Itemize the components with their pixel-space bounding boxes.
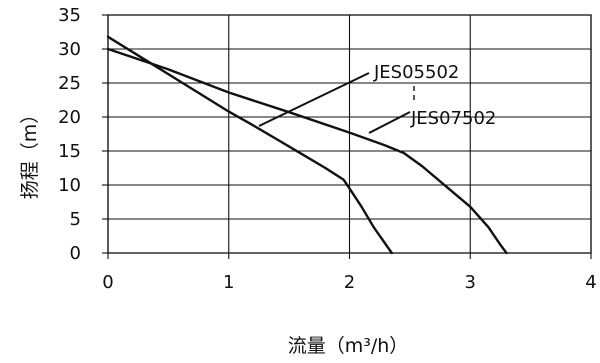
y-tick-label-1: 5 (70, 209, 81, 230)
callout-line-jes05502 (258, 72, 370, 127)
y-tick-label-0: 0 (70, 243, 81, 264)
x-axis-title: 流量（m³/h） (288, 335, 409, 357)
callout-line-jes07502 (368, 111, 411, 134)
x-tick-label-1: 1 (223, 272, 234, 293)
series-lines (106, 35, 508, 255)
y-tick-label-4: 20 (58, 107, 81, 128)
series-line-1 (106, 47, 508, 255)
series-callouts: JES05502 JES07502 (258, 62, 496, 134)
y-tick-label-3: 15 (58, 141, 81, 162)
x-tick-label-0: 0 (102, 272, 113, 293)
series-label-jes07502: JES07502 (410, 108, 496, 129)
x-tick-label-4: 4 (585, 272, 596, 293)
y-axis-ticks: 0 5 10 15 20 25 30 35 (58, 5, 81, 264)
grid (107, 14, 592, 254)
series-line-0 (106, 35, 393, 255)
y-tick-label-5: 25 (58, 73, 81, 94)
plot-frame (102, 14, 592, 259)
y-tick-label-6: 30 (58, 39, 81, 60)
series-label-jes05502: JES05502 (373, 62, 459, 83)
x-tick-label-2: 2 (344, 272, 355, 293)
y-tick-label-2: 10 (58, 175, 81, 196)
y-tick-label-7: 35 (58, 5, 81, 26)
x-tick-label-3: 3 (465, 272, 476, 293)
y-axis-title: 扬程（m） (19, 105, 41, 200)
x-axis-ticks: 0 1 2 3 4 (102, 272, 596, 293)
